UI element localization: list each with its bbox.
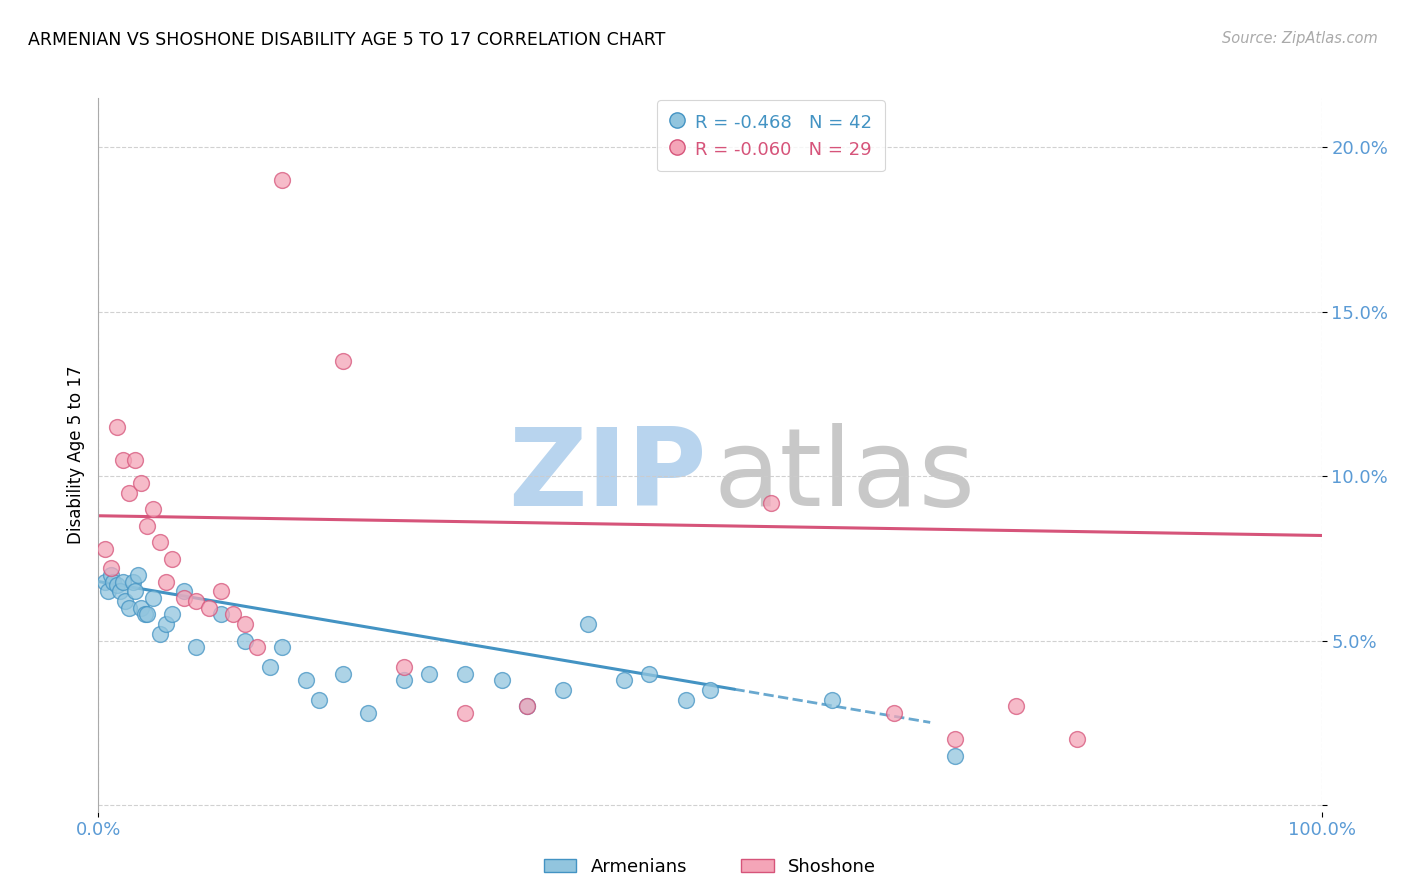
Point <box>553 683 575 698</box>
Point <box>516 699 538 714</box>
Point <box>173 584 195 599</box>
Point <box>418 666 440 681</box>
Point <box>160 607 183 622</box>
Point <box>100 568 122 582</box>
Point <box>111 453 134 467</box>
Point <box>105 578 128 592</box>
Point <box>111 574 134 589</box>
Point <box>295 673 318 688</box>
Point <box>821 693 844 707</box>
Point <box>142 591 165 605</box>
Point <box>1004 699 1026 714</box>
Point <box>699 683 721 698</box>
Point <box>233 633 256 648</box>
Point <box>576 617 599 632</box>
Point <box>491 673 513 688</box>
Point <box>883 706 905 720</box>
Point <box>1066 732 1088 747</box>
Point <box>943 748 966 763</box>
Text: atlas: atlas <box>714 424 976 529</box>
Point <box>761 495 783 509</box>
Point <box>209 584 232 599</box>
Point <box>100 561 122 575</box>
Point <box>105 420 128 434</box>
Point <box>121 574 143 589</box>
Point <box>246 640 269 655</box>
Point <box>454 706 477 720</box>
Point <box>516 699 538 714</box>
Point <box>149 627 172 641</box>
Point <box>110 584 132 599</box>
Point <box>118 485 141 500</box>
Point <box>136 518 159 533</box>
Point <box>118 600 141 615</box>
Point <box>160 551 183 566</box>
Point <box>114 594 136 608</box>
Point <box>392 660 416 674</box>
Point <box>270 640 294 655</box>
Point <box>186 594 208 608</box>
Point <box>197 600 219 615</box>
Point <box>97 584 120 599</box>
Point <box>136 607 159 622</box>
Point <box>270 173 294 187</box>
Point <box>613 673 636 688</box>
Point <box>332 666 354 681</box>
Point <box>222 607 245 622</box>
Point <box>155 617 177 632</box>
Point <box>356 706 378 720</box>
Point <box>392 673 416 688</box>
Text: ZIP: ZIP <box>508 424 706 529</box>
Point <box>332 354 354 368</box>
Point <box>155 574 177 589</box>
Text: ARMENIAN VS SHOSHONE DISABILITY AGE 5 TO 17 CORRELATION CHART: ARMENIAN VS SHOSHONE DISABILITY AGE 5 TO… <box>28 31 665 49</box>
Point <box>173 591 195 605</box>
Point <box>454 666 477 681</box>
Point <box>124 453 146 467</box>
Point <box>308 693 330 707</box>
Point <box>209 607 232 622</box>
Point <box>127 568 149 582</box>
Point <box>943 732 966 747</box>
Point <box>93 541 115 556</box>
Point <box>129 600 152 615</box>
Point <box>149 535 172 549</box>
Point <box>186 640 208 655</box>
Point <box>134 607 156 622</box>
Text: Source: ZipAtlas.com: Source: ZipAtlas.com <box>1222 31 1378 46</box>
Point <box>101 574 124 589</box>
Point <box>233 617 256 632</box>
Point <box>124 584 146 599</box>
Y-axis label: Disability Age 5 to 17: Disability Age 5 to 17 <box>66 366 84 544</box>
Point <box>259 660 281 674</box>
Point <box>142 502 165 516</box>
Point <box>93 574 115 589</box>
Point <box>637 666 661 681</box>
Point <box>129 475 152 490</box>
Legend: Armenians, Shoshone: Armenians, Shoshone <box>534 848 886 885</box>
Point <box>675 693 697 707</box>
